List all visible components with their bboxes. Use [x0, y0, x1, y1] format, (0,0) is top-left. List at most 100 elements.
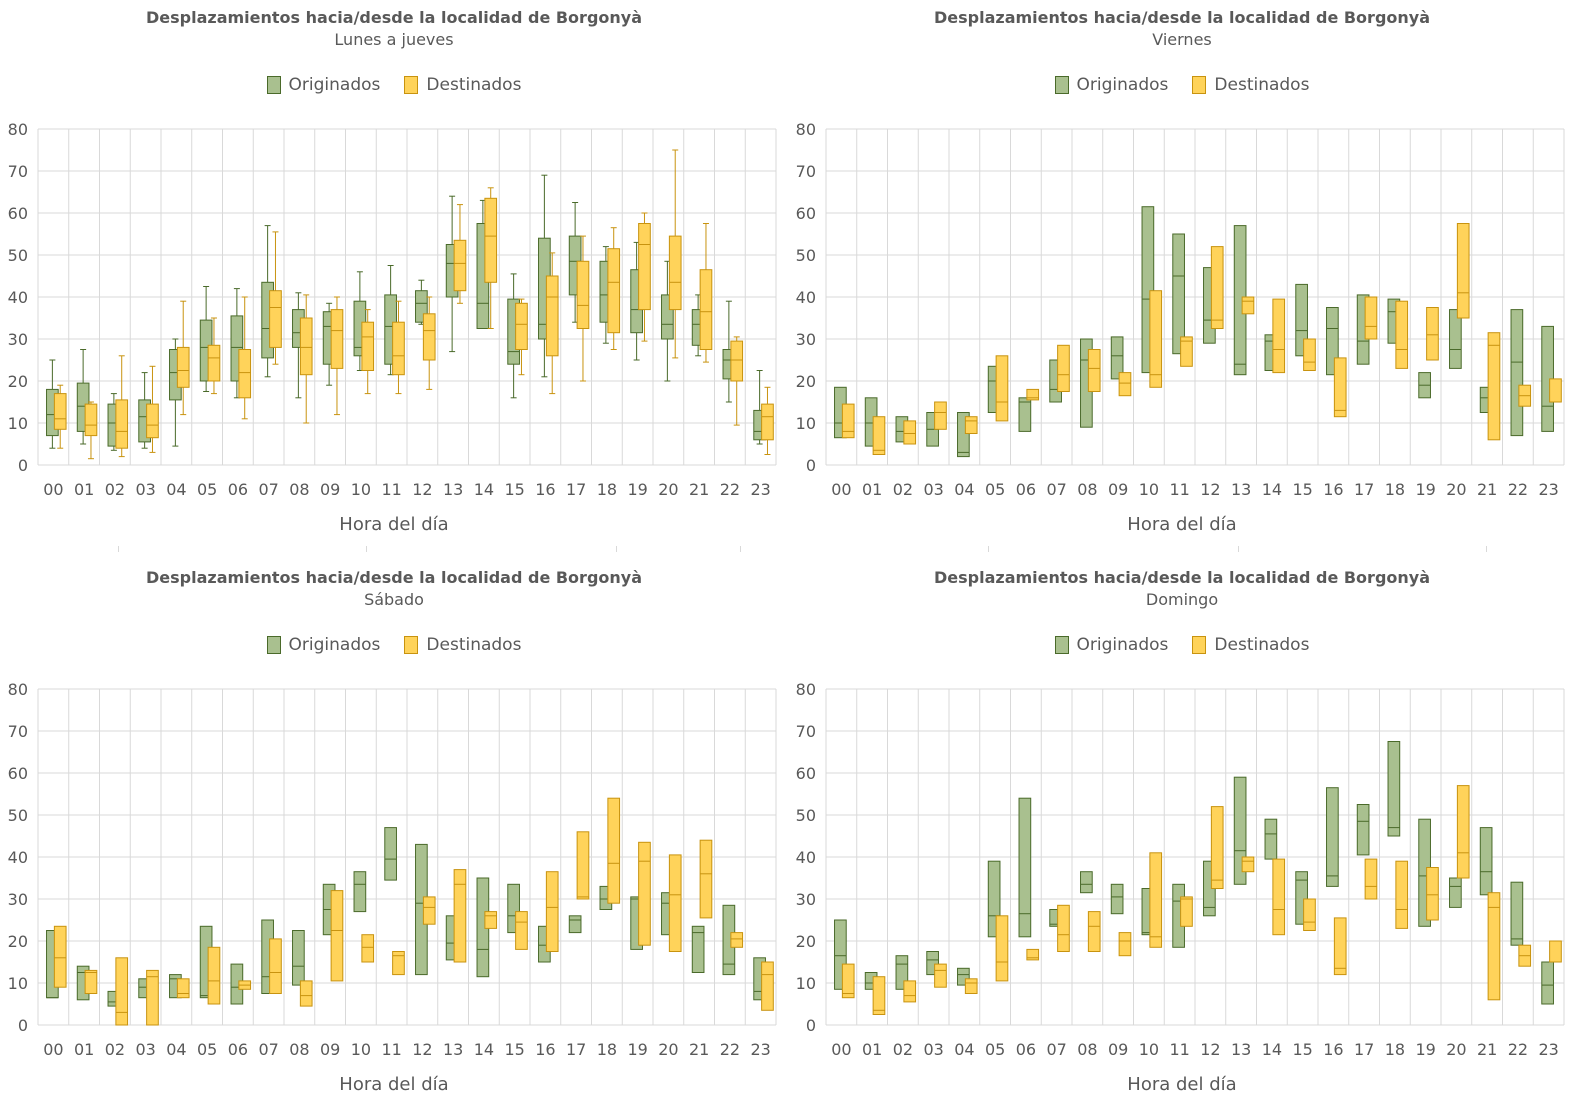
- boxplot-viernes: 0 10 20 30 40 50 60 70 80 00 01 02 03 04 05 06 07 08 09 10 1…: [796, 120, 1565, 499]
- x-tick-label: 02: [105, 480, 125, 499]
- x-tick-label: 20: [1446, 480, 1466, 499]
- box-destinados: [238, 296, 252, 420]
- x-tick-label: 19: [627, 1040, 647, 1059]
- box-destinados: [84, 969, 98, 994]
- box-rect: [1487, 332, 1501, 441]
- box-destinados: [515, 911, 528, 950]
- boxplot-lunes-jueves: 0 10 20 30 40 50 60 70 80 00 01 02 03 04 05 06 07 08 09 10 1…: [8, 120, 777, 499]
- box-rect: [699, 839, 713, 919]
- box-destinados: [146, 969, 159, 1026]
- box-rect: [1118, 932, 1132, 957]
- box-destinados: [1333, 357, 1347, 418]
- box-destinados: [995, 355, 1009, 422]
- box-rect: [1326, 787, 1339, 887]
- box-rect: [1110, 883, 1124, 915]
- x-tick-label: 16: [535, 1040, 555, 1059]
- box-destinados: [1303, 898, 1316, 931]
- legend-swatch-originados: [1054, 636, 1069, 654]
- y-tick-label: 80: [8, 120, 28, 139]
- box-rect: [384, 827, 397, 881]
- chart-subtitle: Viernes: [1152, 30, 1212, 49]
- chart-title: Desplazamientos hacia/desde la localidad…: [934, 568, 1430, 587]
- box-rect: [691, 925, 705, 973]
- box-destinados: [53, 925, 67, 988]
- x-tick-label: 22: [1508, 1040, 1528, 1059]
- x-tick-label: 07: [1046, 480, 1066, 499]
- y-tick-label: 40: [8, 848, 28, 867]
- box-destinados: [115, 957, 129, 1026]
- box-rect: [934, 401, 947, 430]
- x-tick-label: 09: [1108, 480, 1128, 499]
- x-tick-label: 20: [658, 1040, 678, 1059]
- x-axis-title: Hora del día: [1127, 1074, 1237, 1095]
- chart-title: Desplazamientos hacia/desde la localidad…: [146, 568, 642, 587]
- x-tick-label: 13: [443, 480, 463, 499]
- box-rect: [1395, 300, 1409, 369]
- chart-panel-1: Desplazamientos hacia/desde la localidad…: [0, 0, 788, 552]
- box-destinados: [934, 963, 947, 988]
- box-rect: [964, 978, 978, 994]
- box-rect: [934, 963, 947, 988]
- box-originados: [1356, 804, 1370, 856]
- y-tick-label: 70: [8, 722, 28, 741]
- box-rect: [834, 919, 847, 990]
- box-destinados: [607, 227, 621, 350]
- legend-item-originados: Originados: [266, 635, 380, 655]
- x-tick-label: 03: [923, 1040, 943, 1059]
- box-rect: [1456, 785, 1470, 879]
- box-rect: [761, 961, 774, 1011]
- box-destinados: [1118, 372, 1132, 397]
- box-originados: [1479, 827, 1493, 896]
- box-rect: [638, 223, 651, 311]
- x-tick-label: 05: [985, 1040, 1005, 1059]
- y-tick-label: 50: [796, 246, 816, 265]
- box-rect: [1426, 867, 1439, 921]
- box-rect: [1449, 309, 1462, 369]
- box-rect: [507, 883, 520, 934]
- box-rect: [84, 969, 98, 994]
- chart-legend: Originados Destinados: [788, 635, 1576, 655]
- box-rect: [872, 976, 886, 1016]
- box-rect: [53, 393, 67, 430]
- box-destinados: [1087, 349, 1101, 392]
- x-tick-label: 23: [1538, 1040, 1558, 1059]
- separator-tick: [988, 546, 989, 552]
- box-rect: [1272, 858, 1286, 936]
- x-tick-label: 12: [412, 480, 432, 499]
- box-destinados: [53, 384, 67, 449]
- box-destinados: [453, 869, 467, 963]
- chart-subtitle: Lunes a jueves: [334, 30, 454, 49]
- box-destinados: [1057, 904, 1070, 952]
- y-tick-label: 0: [806, 1016, 816, 1035]
- x-tick-label: 19: [1415, 1040, 1435, 1059]
- box-rect: [1295, 283, 1308, 357]
- box-destinados: [545, 252, 559, 395]
- box-rect: [1303, 898, 1316, 931]
- box-rect: [1264, 818, 1278, 860]
- box-destinados: [1518, 384, 1532, 407]
- x-tick-label: 03: [135, 1040, 155, 1059]
- x-tick-label: 18: [597, 480, 617, 499]
- x-tick-label: 15: [504, 1040, 524, 1059]
- x-tick-label: 07: [1046, 1040, 1066, 1059]
- box-rect: [330, 309, 344, 369]
- legend-label-destinados: Destinados: [426, 635, 522, 655]
- box-rect: [1018, 797, 1032, 938]
- box-destinados: [515, 298, 528, 376]
- x-tick-label: 15: [1292, 480, 1312, 499]
- y-tick-label: 80: [8, 680, 28, 699]
- box-originados: [1387, 741, 1401, 837]
- x-tick-label: 14: [474, 480, 494, 499]
- box-destinados: [1364, 296, 1378, 340]
- x-tick-label: 13: [443, 1040, 463, 1059]
- x-tick-label: 14: [1262, 1040, 1282, 1059]
- x-tick-label: 01: [74, 1040, 94, 1059]
- box-rect: [269, 290, 282, 348]
- box-rect: [957, 412, 970, 458]
- box-rect: [1180, 896, 1193, 927]
- box-originados: [353, 871, 367, 913]
- x-tick-label: 04: [954, 1040, 974, 1059]
- legend-label-originados: Originados: [288, 75, 381, 95]
- box-destinados: [1333, 917, 1347, 976]
- box-destinados: [576, 831, 590, 900]
